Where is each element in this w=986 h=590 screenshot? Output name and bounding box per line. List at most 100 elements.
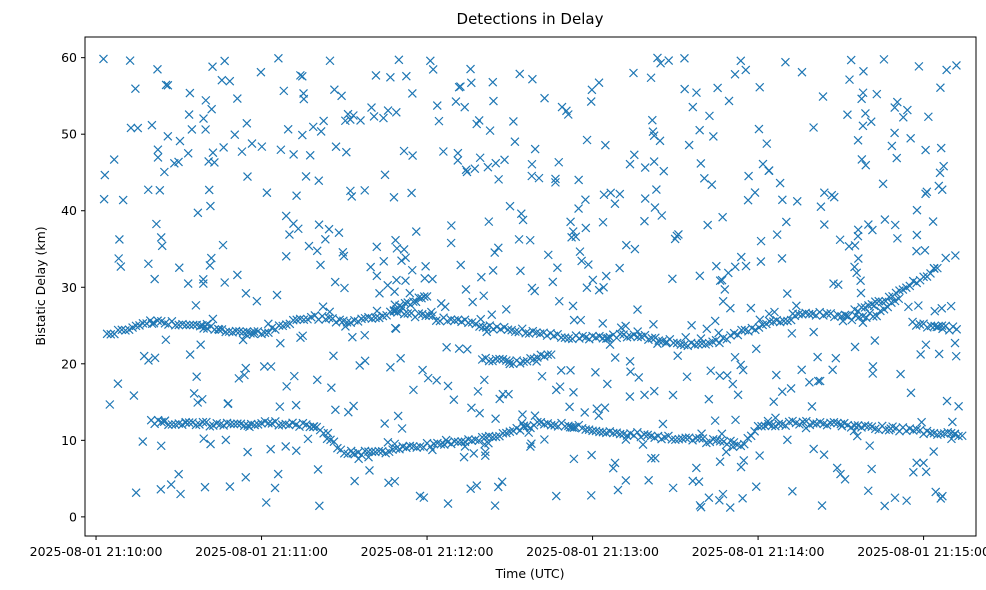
data-point xyxy=(391,235,400,245)
data-point xyxy=(856,276,865,286)
data-point xyxy=(480,451,490,461)
data-point xyxy=(147,120,157,130)
data-point xyxy=(755,451,765,460)
data-point xyxy=(608,463,618,473)
data-point xyxy=(777,195,787,205)
data-point xyxy=(668,483,678,493)
data-point xyxy=(688,476,698,486)
data-point xyxy=(807,402,817,411)
data-point xyxy=(125,56,135,66)
data-point xyxy=(205,261,215,270)
data-point xyxy=(281,251,291,261)
data-point xyxy=(569,454,579,464)
data-point xyxy=(193,398,203,407)
data-point xyxy=(325,56,335,66)
x-axis-label: Time (UTC) xyxy=(494,566,564,581)
data-point xyxy=(809,123,818,132)
track-point xyxy=(374,446,384,456)
data-point xyxy=(863,486,873,496)
data-point xyxy=(594,78,604,88)
data-point xyxy=(867,225,877,235)
data-point xyxy=(739,456,749,465)
data-point xyxy=(379,256,389,266)
data-point xyxy=(756,236,766,246)
data-point xyxy=(692,88,701,98)
track-point xyxy=(826,418,835,428)
data-point xyxy=(879,54,889,64)
data-point xyxy=(843,110,852,120)
data-point xyxy=(921,145,931,155)
data-point xyxy=(183,279,193,288)
x-tick-label: 2025-08-01 21:14:00 xyxy=(692,544,825,559)
data-point xyxy=(223,398,233,408)
data-point xyxy=(304,241,314,251)
data-point xyxy=(921,340,931,350)
data-point xyxy=(380,419,390,429)
x-tick-label: 2025-08-01 21:15:00 xyxy=(857,544,986,559)
data-point xyxy=(946,301,956,311)
data-point xyxy=(407,188,416,198)
data-point xyxy=(490,501,500,511)
data-point xyxy=(687,320,697,330)
data-point xyxy=(316,126,326,136)
y-tick-label: 30 xyxy=(61,280,77,295)
data-point xyxy=(916,350,926,359)
data-point xyxy=(232,94,242,104)
track-point xyxy=(277,420,287,430)
data-point xyxy=(383,106,393,115)
data-point xyxy=(383,280,393,290)
data-point xyxy=(275,338,285,348)
data-point xyxy=(659,166,669,176)
data-point xyxy=(606,188,616,198)
data-point xyxy=(242,118,252,128)
track-point xyxy=(693,339,703,349)
data-point xyxy=(540,93,549,103)
data-point xyxy=(707,180,717,190)
data-point xyxy=(717,429,727,439)
track-point xyxy=(698,434,708,443)
track-point xyxy=(754,323,764,333)
data-point xyxy=(952,61,961,70)
data-point xyxy=(577,256,587,266)
data-point xyxy=(118,195,128,205)
data-point xyxy=(516,209,526,219)
data-point xyxy=(392,243,402,253)
track-point xyxy=(905,281,915,291)
track-point xyxy=(246,419,256,429)
data-point xyxy=(314,220,324,230)
data-point xyxy=(715,276,725,286)
data-point xyxy=(266,444,276,454)
data-point xyxy=(159,167,169,177)
data-point xyxy=(691,463,701,473)
track-point xyxy=(535,329,545,339)
track-point xyxy=(737,325,746,335)
data-point xyxy=(831,353,841,363)
data-point xyxy=(411,227,421,237)
data-point xyxy=(488,266,498,275)
data-point xyxy=(797,67,807,77)
data-point xyxy=(880,215,890,224)
data-point xyxy=(857,94,867,104)
y-tick-label: 0 xyxy=(69,509,77,524)
data-point xyxy=(192,372,202,382)
track-point xyxy=(798,417,808,427)
data-point xyxy=(527,74,537,84)
track-point xyxy=(400,298,410,308)
track-point xyxy=(926,321,936,331)
data-point xyxy=(950,251,960,260)
track-point xyxy=(229,419,239,429)
data-point xyxy=(658,419,668,429)
track-point xyxy=(414,293,424,303)
track-point xyxy=(145,316,155,325)
data-point xyxy=(510,137,520,147)
data-point xyxy=(360,330,370,340)
data-point xyxy=(908,467,918,477)
data-point xyxy=(649,386,659,396)
data-point xyxy=(126,123,136,133)
data-point xyxy=(575,247,585,257)
data-point xyxy=(554,296,564,306)
data-point xyxy=(289,371,299,381)
data-point xyxy=(489,96,498,106)
data-point xyxy=(423,373,433,383)
data-point xyxy=(863,220,873,229)
